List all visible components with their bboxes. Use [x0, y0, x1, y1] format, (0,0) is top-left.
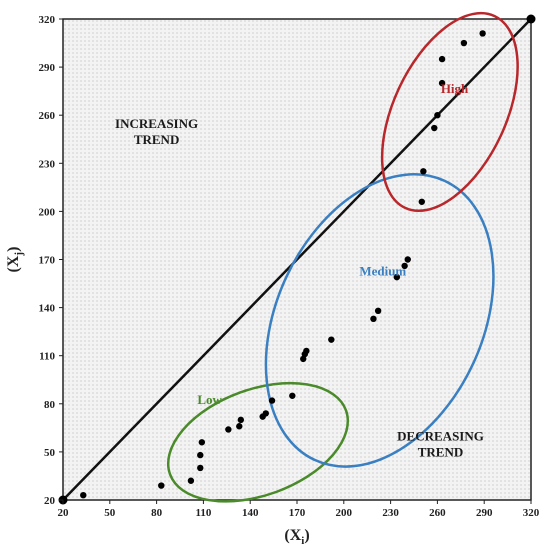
- data-point: [431, 124, 438, 132]
- cluster-ellipse-high: [380, 11, 519, 213]
- annotation-label: TREND: [418, 445, 464, 460]
- data-point: [479, 30, 486, 37]
- annotation-label: DECREASING: [397, 429, 484, 444]
- data-point: [418, 198, 425, 205]
- data-point: [438, 79, 446, 87]
- y-tick-label: 290: [39, 62, 56, 74]
- x-tick-label: 320: [523, 507, 540, 519]
- cluster-ellipse-medium: [264, 173, 495, 468]
- data-point: [303, 347, 310, 355]
- x-tick-label: 140: [242, 507, 259, 519]
- x-tick-label: 110: [195, 507, 211, 519]
- data-point: [187, 477, 195, 484]
- data-point: [197, 451, 204, 459]
- data-point: [404, 256, 411, 263]
- annotation-label: Low: [197, 392, 222, 407]
- x-tick-label: 290: [476, 507, 493, 519]
- data-point: [434, 112, 441, 119]
- data-point: [237, 416, 245, 424]
- data-point: [393, 273, 401, 281]
- data-point: [300, 355, 307, 363]
- y-tick-label: 20: [44, 495, 56, 507]
- y-tick-label: 140: [39, 303, 56, 315]
- y-tick-label: 170: [39, 255, 56, 267]
- x-tick-label: 200: [336, 507, 353, 519]
- data-point: [80, 491, 87, 499]
- diagonal-endpoint: [526, 14, 536, 24]
- data-point: [460, 39, 468, 47]
- y-tick-label: 320: [39, 14, 56, 26]
- data-point: [197, 464, 204, 472]
- data-point: [438, 55, 446, 63]
- x-tick-label: 20: [58, 507, 70, 519]
- data-point: [158, 482, 165, 489]
- y-tick-label: 260: [39, 110, 56, 122]
- x-tick-label: 170: [289, 507, 306, 519]
- y-axis-title: (Xj): [5, 247, 25, 273]
- annotation-label: INCREASING: [115, 116, 198, 131]
- annotation-label: High: [441, 81, 469, 96]
- x-axis-title: (Xi): [284, 527, 309, 547]
- data-point: [370, 315, 377, 323]
- cluster-ellipse-low: [166, 381, 350, 503]
- y-tick-label: 80: [44, 399, 56, 411]
- y-tick-label: 200: [39, 206, 56, 218]
- y-tick-label: 110: [39, 351, 55, 363]
- x-tick-label: 260: [429, 507, 446, 519]
- data-point: [268, 397, 276, 404]
- data-point: [236, 423, 243, 430]
- data-point: [374, 307, 382, 315]
- data-point: [401, 262, 408, 270]
- data-point: [198, 439, 206, 446]
- x-tick-label: 50: [104, 507, 116, 519]
- y-tick-label: 230: [39, 158, 56, 170]
- annotation-label: Medium: [359, 264, 406, 279]
- data-point: [262, 410, 269, 417]
- y-tick-label: 50: [44, 447, 56, 459]
- data-point: [328, 336, 335, 343]
- data-point: [420, 168, 427, 175]
- diagonal-line: [62, 18, 532, 501]
- data-point: [289, 392, 296, 399]
- x-tick-label: 230: [382, 507, 399, 519]
- x-tick-label: 80: [151, 507, 163, 519]
- data-point: [225, 426, 232, 433]
- annotation-label: TREND: [134, 132, 180, 147]
